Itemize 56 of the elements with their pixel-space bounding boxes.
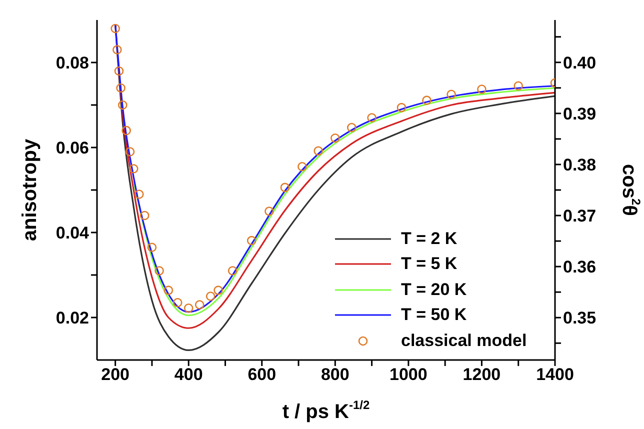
y-axis-title: anisotropy [19, 138, 41, 242]
point [514, 81, 524, 91]
legend-label: T = 2 K [401, 228, 458, 249]
point [116, 83, 126, 93]
point [280, 182, 290, 192]
y-tick-label: 0.04 [56, 224, 90, 243]
point [140, 210, 150, 220]
point [214, 286, 223, 295]
x-tick-label: 800 [320, 365, 350, 384]
point [114, 66, 124, 76]
point [172, 298, 182, 308]
x-tick-label: 600 [248, 365, 276, 384]
point [147, 242, 157, 252]
legend-label: T = 50 K [401, 305, 467, 326]
point [314, 146, 323, 156]
point [128, 164, 138, 174]
point [118, 100, 128, 110]
point [154, 266, 164, 276]
point [446, 90, 456, 100]
y2-tick-label: 0.35 [563, 308, 596, 328]
point [228, 266, 238, 276]
point [122, 126, 131, 136]
y2-tick-label: 0.39 [563, 104, 596, 124]
point [264, 206, 274, 216]
point [184, 304, 194, 313]
x-tick-label: 400 [174, 365, 203, 384]
y-tick-label: 0.02 [56, 308, 89, 328]
legend-label: T = 5 K [401, 254, 458, 274]
point [112, 45, 122, 54]
point [110, 24, 120, 34]
point [206, 292, 216, 301]
y2-tick-label: 0.37 [563, 206, 596, 226]
legend-label: T = 20 K [401, 280, 467, 300]
x-tick-label: 1400 [536, 365, 574, 384]
point [194, 300, 204, 310]
point [330, 134, 340, 143]
point [134, 190, 144, 199]
legend-label: classical model [401, 330, 527, 351]
x-tick-label: 1000 [390, 365, 428, 384]
point [125, 147, 135, 156]
point [164, 286, 174, 295]
x-tick-label: 1200 [462, 365, 501, 384]
point [246, 236, 256, 246]
point [367, 113, 376, 122]
y-tick-label: 0.08 [56, 54, 89, 73]
y2-tick-label: 0.36 [563, 258, 596, 277]
point [477, 84, 486, 94]
point [396, 102, 406, 112]
y2-tick-label: 0.38 [563, 156, 596, 175]
y2-tick-label: 0.40 [563, 53, 596, 72]
point [422, 96, 432, 105]
x-tick-label: 200 [101, 365, 130, 384]
point [298, 162, 307, 172]
x-axis-title: t / ps K$^{-1/2}$ [282, 398, 370, 423]
point [347, 122, 356, 132]
y-tick-label: 0.06 [56, 138, 89, 158]
